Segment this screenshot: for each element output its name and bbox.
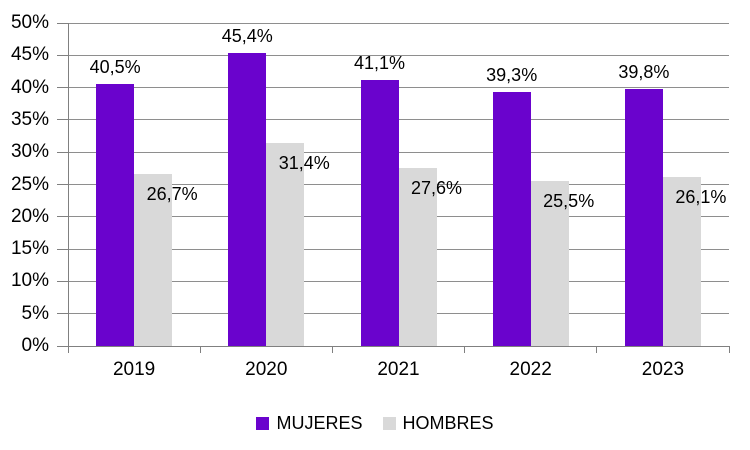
x-axis-category-label: 2023 (641, 359, 685, 380)
y-axis-tick (57, 22, 68, 24)
bar-mujeres-2021 (360, 80, 399, 346)
bar-mujeres-2023 (624, 88, 663, 346)
gridline (68, 54, 729, 56)
y-axis-tick (57, 280, 68, 282)
y-axis-tick (57, 248, 68, 250)
value-label: 39,3% (486, 65, 538, 86)
y-axis-tick-label: 45% (10, 44, 49, 66)
y-axis-tick (57, 54, 68, 56)
value-label: 26,1% (675, 187, 727, 208)
bar-hombres-2020 (266, 143, 305, 346)
x-axis-tick (199, 346, 201, 353)
bar-hombres-2023 (662, 177, 701, 346)
x-axis-category-label: 2019 (112, 359, 156, 380)
x-axis-tick (728, 346, 730, 353)
gridline (68, 119, 729, 121)
y-axis-tick-label: 50% (10, 12, 49, 33)
bar-hombres-2022 (530, 181, 569, 346)
y-axis-tick (57, 87, 68, 89)
bar-hombres-2021 (398, 167, 437, 346)
y-axis-tick-label: 40% (10, 76, 49, 98)
bar-mujeres-2019 (96, 84, 135, 346)
y-axis-tick-label: 35% (10, 108, 49, 130)
gridline (68, 151, 729, 153)
value-label: 25,5% (543, 191, 595, 212)
x-axis-category-label: 2020 (245, 359, 288, 380)
x-axis-tick (331, 346, 333, 353)
gridline (68, 87, 729, 89)
value-label: 27,6% (410, 177, 463, 198)
x-axis-tick (464, 346, 466, 353)
x-axis-category-label: 2022 (509, 359, 552, 380)
y-axis-tick (57, 151, 68, 153)
value-label: 26,7% (146, 183, 198, 204)
legend-label: MUJERES (276, 413, 363, 433)
y-axis-tick (57, 119, 68, 121)
y-axis-tick-label: 20% (10, 205, 49, 227)
y-axis-tick-label: 0% (21, 335, 49, 356)
legend-item-hombres: HOMBRES (382, 413, 494, 433)
y-axis-tick (57, 345, 68, 347)
bar-mujeres-2022 (492, 92, 531, 346)
legend: MUJERES HOMBRES (0, 408, 750, 438)
y-axis-tick-label: 30% (10, 141, 49, 163)
legend-label: HOMBRES (402, 413, 494, 433)
x-axis-tick (596, 346, 598, 353)
legend-swatch-icon (256, 416, 270, 430)
y-axis-tick-label: 15% (10, 238, 49, 260)
legend-swatch-icon (382, 416, 396, 430)
bar-mujeres-2020 (228, 52, 267, 346)
x-axis-tick (67, 346, 69, 353)
y-axis-tick-label: 5% (21, 302, 49, 324)
value-label: 39,8% (618, 61, 670, 82)
y-axis-tick (57, 313, 68, 315)
y-axis-tick-label: 10% (10, 270, 49, 292)
y-axis-tick (57, 184, 68, 185)
y-axis-tick-label: 25% (10, 173, 49, 195)
legend-item-mujeres: MUJERES (256, 413, 363, 433)
x-axis-line (68, 345, 730, 347)
bar-hombres-2019 (134, 173, 173, 346)
x-axis-category-label: 2021 (377, 359, 420, 380)
value-label: 31,4% (278, 153, 330, 174)
value-label: 41,1% (353, 53, 406, 74)
value-label: 45,4% (221, 25, 273, 46)
value-label: 40,5% (89, 57, 141, 78)
y-axis-tick (57, 216, 68, 218)
y-axis-line (68, 23, 69, 353)
gridline (68, 22, 729, 24)
